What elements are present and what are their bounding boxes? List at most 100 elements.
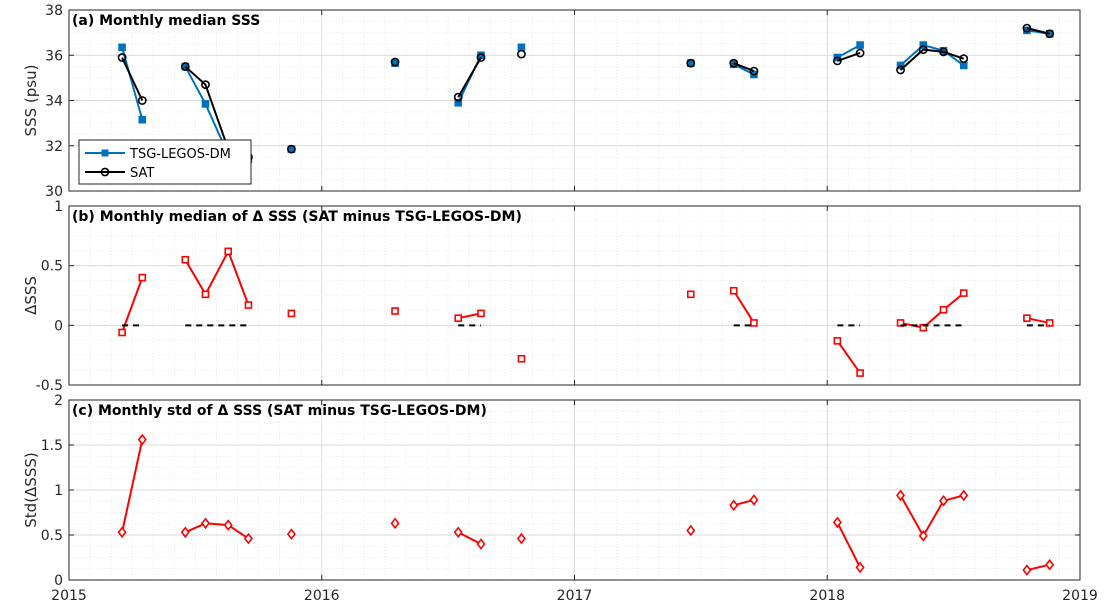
- data-point: [832, 56, 842, 66]
- data-point: [286, 528, 296, 540]
- panel-title: (a) Monthly median SSS: [72, 13, 260, 29]
- data-point: [517, 49, 526, 59]
- data-point: [201, 80, 210, 90]
- series-line-0: [117, 433, 1055, 576]
- data-point: [959, 54, 969, 64]
- data-point: [686, 290, 695, 299]
- data-point: [896, 61, 905, 70]
- data-point: [686, 58, 696, 68]
- data-point: [749, 494, 759, 506]
- data-point: [476, 538, 486, 550]
- data-point: [959, 61, 968, 70]
- panel-title: (c) Monthly std of Δ SSS (SAT minus TSG-…: [72, 403, 487, 419]
- data-point: [200, 517, 210, 530]
- data-point: [223, 519, 233, 531]
- data-point: [390, 517, 400, 530]
- data-point: [287, 309, 296, 318]
- y-tick-label: 36: [45, 48, 63, 64]
- data-point: [749, 66, 759, 76]
- data-point: [833, 337, 842, 345]
- series-line: [732, 290, 755, 324]
- series-line: [184, 248, 250, 306]
- series-line: [899, 494, 964, 538]
- data-point: [453, 526, 463, 539]
- data-point: [959, 289, 968, 297]
- series-sat: [117, 23, 1055, 162]
- data-point: [1022, 23, 1032, 33]
- data-point: [117, 53, 127, 62]
- y-axis-label: Std(ΔSSS): [22, 452, 40, 527]
- data-point: [137, 96, 147, 105]
- data-point: [118, 43, 126, 52]
- x-tick-label: 2019: [1062, 588, 1098, 604]
- data-point: [750, 319, 758, 327]
- data-point: [201, 290, 210, 299]
- data-point: [138, 115, 147, 124]
- y-tick-label: 0.5: [41, 528, 63, 544]
- series-line: [836, 521, 861, 568]
- legend: TSG-LEGOS-DM SAT: [78, 139, 252, 185]
- series-line: [184, 522, 250, 540]
- data-point: [856, 369, 864, 377]
- y-tick-label: 32: [45, 139, 63, 155]
- data-point: [729, 499, 739, 512]
- data-point: [476, 53, 486, 62]
- y-tick-label: 1: [54, 483, 63, 499]
- data-point: [477, 309, 485, 318]
- x-tick-label: 2015: [51, 588, 87, 604]
- y-axis-label: ΔSSS: [22, 276, 40, 315]
- panel-c: 0 0.5 1 1.5 2 2015 2016 2017 2018 2019 Std(ΔSSS) (c…: [22, 393, 1098, 604]
- data-point: [939, 306, 948, 314]
- data-point: [180, 526, 190, 539]
- data-point: [919, 41, 928, 49]
- data-point: [137, 433, 147, 446]
- y-tick-label: 0.5: [41, 259, 63, 275]
- data-point: [244, 301, 253, 309]
- panel-title: (b) Monthly median of Δ SSS (SAT minus T…: [72, 209, 522, 225]
- data-point: [729, 286, 738, 295]
- data-point: [686, 524, 696, 537]
- data-point: [517, 354, 526, 363]
- data-point: [918, 530, 928, 542]
- data-point: [939, 47, 948, 57]
- x-tick-label: 2018: [809, 588, 845, 604]
- panel-a: 30 32 34 36 38 SSS (psu) (a) Monthly median SS…: [22, 3, 1081, 200]
- data-point: [918, 45, 928, 54]
- data-point: [1022, 564, 1032, 576]
- legend-marker: [100, 167, 110, 177]
- x-tick-label: 2017: [557, 588, 593, 604]
- data-point: [453, 92, 463, 102]
- series-line: [457, 57, 482, 98]
- data-point: [517, 43, 526, 52]
- y-tick-label: 0: [54, 573, 63, 589]
- data-point: [180, 62, 190, 71]
- x-tick-label: 2016: [304, 588, 340, 604]
- series-line: [457, 531, 482, 545]
- data-point: [855, 48, 865, 58]
- data-point: [729, 58, 739, 68]
- legend-label: SAT: [130, 166, 154, 181]
- y-tick-label: 30: [45, 184, 63, 200]
- series-line: [121, 439, 144, 533]
- data-point: [287, 144, 296, 154]
- data-point: [454, 314, 463, 322]
- data-point: [391, 307, 399, 315]
- y-tick-label: 0: [54, 318, 63, 334]
- data-point: [181, 255, 190, 264]
- data-point: [939, 494, 949, 507]
- y-tick-label: -0.5: [36, 378, 63, 394]
- data-point: [1045, 29, 1055, 39]
- panel-b: -0.5 0 0.5 1 ΔSSS (b) Monthly median of Δ SSS…: [22, 199, 1081, 394]
- legend-marker: [101, 149, 109, 157]
- y-axis-label: SSS (psu): [22, 65, 40, 137]
- data-point: [243, 532, 253, 545]
- data-point: [896, 65, 905, 75]
- data-point: [959, 489, 969, 502]
- data-point: [516, 532, 526, 545]
- y-tick-label: 2: [54, 393, 63, 409]
- data-point: [117, 526, 127, 539]
- series-line: [836, 340, 861, 374]
- y-tick-label: 1.5: [41, 438, 63, 454]
- data-point: [832, 516, 842, 529]
